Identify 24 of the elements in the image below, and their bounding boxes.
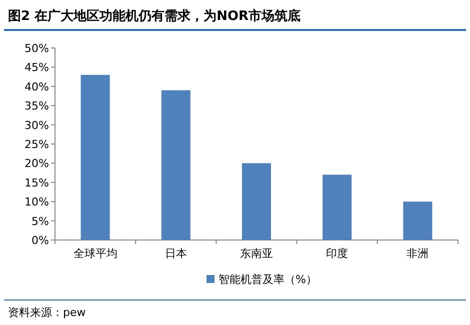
x-tick-label: 东南亚 — [240, 247, 273, 260]
x-tick-label: 日本 — [164, 247, 187, 260]
y-tick-label: 5% — [32, 214, 49, 228]
y-tick-label: 25% — [24, 138, 49, 151]
y-tick-label: 35% — [24, 100, 49, 113]
y-tick-label: 20% — [24, 157, 49, 170]
bar — [322, 174, 352, 240]
chart-title: 图2 在广大地区功能机仍有需求，为NOR市场筑底 — [8, 8, 301, 24]
y-tick-label: 10% — [24, 196, 49, 209]
text: 资料来源：pew — [8, 306, 86, 319]
y-tick-label: 15% — [24, 176, 49, 190]
y-tick-label: 45% — [24, 61, 49, 74]
y-tick-label: 0% — [32, 234, 49, 247]
x-tick-label: 印度 — [326, 247, 348, 260]
x-tick-label: 全球平均 — [73, 247, 118, 260]
x-tick-label: 非洲 — [406, 247, 429, 260]
y-tick-label: 30% — [24, 118, 49, 132]
bar — [403, 202, 432, 240]
y-tick-label: 50% — [24, 42, 49, 55]
legend-label: 智能机普及率（%） — [218, 273, 317, 286]
y-tick-label: 40% — [24, 80, 49, 94]
bar — [161, 90, 190, 240]
bar — [80, 74, 110, 240]
bar — [242, 163, 272, 240]
